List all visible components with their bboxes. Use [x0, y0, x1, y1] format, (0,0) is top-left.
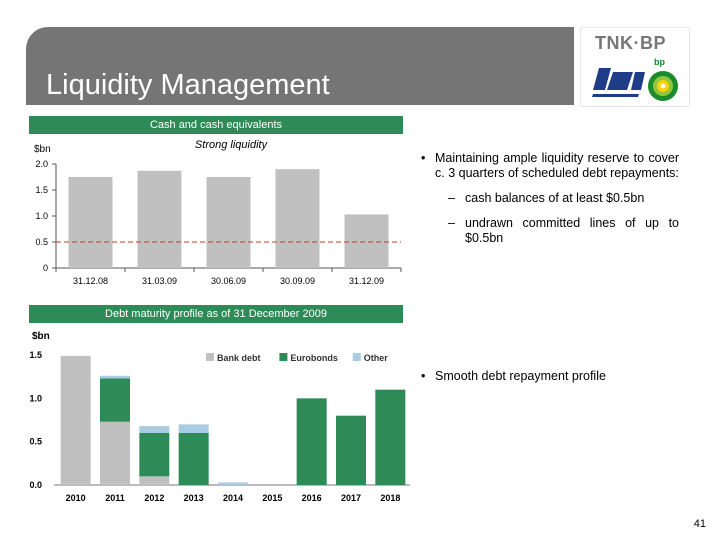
- debt-bar-segment: [100, 375, 130, 379]
- y-tick-label: 0.0: [29, 480, 42, 490]
- x-tick-label: 2014: [223, 493, 243, 503]
- bp-label: bp: [654, 57, 665, 67]
- legend-label: Other: [364, 353, 389, 363]
- x-tick-label: 2012: [144, 493, 164, 503]
- dash-marker: –: [448, 216, 455, 230]
- cash-chart-ylabel: $bn: [34, 144, 51, 155]
- bullet-dot: •: [421, 151, 426, 165]
- legend-swatch: [279, 353, 288, 361]
- debt-bar-segment: [60, 355, 91, 485]
- debt-bar-segment: [296, 398, 327, 485]
- debt-bar-segment: [178, 424, 209, 433]
- bp-helios-icon: [648, 71, 678, 101]
- company-logo: TNK·BP bp: [580, 27, 690, 107]
- debt-bar-segment: [218, 482, 248, 485]
- x-tick-label: 31.03.09: [142, 276, 177, 286]
- cash-bar: [68, 177, 113, 268]
- x-tick-label: 2015: [262, 493, 282, 503]
- debt-bar-segment: [139, 426, 170, 433]
- sub-bullet: – undrawn committed lines of up to $0.5b…: [421, 216, 679, 246]
- debt-bar-segment: [336, 415, 366, 485]
- cash-bar: [344, 214, 389, 268]
- debt-bar-segment: [178, 433, 209, 485]
- legend-swatch: [352, 353, 361, 361]
- cash-bar: [137, 170, 182, 268]
- debt-chart-banner: Debt maturity profile as of 31 December …: [29, 305, 403, 323]
- cash-bar: [206, 177, 251, 268]
- tnk-emblem-icon: [592, 68, 645, 97]
- x-tick-label: 31.12.08: [73, 276, 108, 286]
- debt-bar-segment: [139, 433, 170, 477]
- y-tick-label: 0.5: [29, 437, 42, 447]
- cash-chart-banner: Cash and cash equivalents: [29, 116, 403, 134]
- x-tick-label: 2010: [66, 493, 86, 503]
- x-tick-label: 2011: [105, 493, 125, 503]
- bullet-point: • Smooth debt repayment profile: [421, 369, 679, 384]
- dash-marker: –: [448, 191, 455, 205]
- y-tick-label: 1.0: [29, 393, 42, 403]
- debt-bullets: • Smooth debt repayment profile: [421, 369, 679, 384]
- debt-chart: $bn 0.0 0.5 1.0 1.5 2010 2011 2012 2013 2014 2015…: [29, 331, 410, 503]
- x-tick-label: 2018: [380, 493, 400, 503]
- bullet-text: Maintaining ample liquidity reserve to c…: [435, 151, 679, 180]
- x-tick-label: 31.12.09: [349, 276, 384, 286]
- sub-bullet-text: cash balances of at least $0.5bn: [465, 191, 645, 205]
- y-tick-label: 1.5: [35, 185, 48, 195]
- bullet-point: • Maintaining ample liquidity reserve to…: [421, 151, 679, 181]
- x-tick-label: 30.06.09: [211, 276, 246, 286]
- cash-bar: [275, 169, 320, 268]
- bullet-dot: •: [421, 369, 426, 383]
- debt-bar-segment: [100, 378, 130, 422]
- y-tick-label: 1.0: [35, 211, 48, 221]
- cash-chart-title: Strong liquidity: [195, 139, 269, 151]
- logo-graphics: [592, 68, 678, 101]
- debt-bar-segment: [100, 421, 130, 485]
- legend-label: Bank debt: [217, 353, 261, 363]
- liquidity-bullets: • Maintaining ample liquidity reserve to…: [421, 151, 679, 246]
- sub-bullet-text: undrawn committed lines of up to $0.5bn: [465, 216, 679, 245]
- legend-label: Eurobonds: [290, 353, 338, 363]
- x-tick-label: 2017: [341, 493, 361, 503]
- page-number: 41: [693, 518, 706, 530]
- y-tick-label: 0: [43, 263, 48, 273]
- y-tick-label: 2.0: [35, 159, 48, 169]
- title-banner: Liquidity Management: [26, 27, 574, 105]
- cash-chart: $bn Strong liquidity 0 0.5 1.0 1.5 2.0 31.12.…: [34, 139, 402, 286]
- x-tick-label: 30.09.09: [280, 276, 315, 286]
- sub-bullet: – cash balances of at least $0.5bn: [421, 191, 679, 206]
- y-tick-label: 0.5: [35, 237, 48, 247]
- debt-bar-segment: [375, 389, 406, 485]
- x-tick-label: 2016: [302, 493, 322, 503]
- bullet-text: Smooth debt repayment profile: [435, 369, 606, 383]
- y-tick-label: 1.5: [29, 350, 42, 360]
- debt-chart-ylabel: $bn: [32, 331, 50, 342]
- legend-swatch: [206, 353, 214, 361]
- debt-bar-segment: [139, 476, 170, 485]
- page-title: Liquidity Management: [46, 69, 330, 101]
- logo-wordmark: TNK·BP: [595, 33, 666, 53]
- x-tick-label: 2013: [184, 493, 204, 503]
